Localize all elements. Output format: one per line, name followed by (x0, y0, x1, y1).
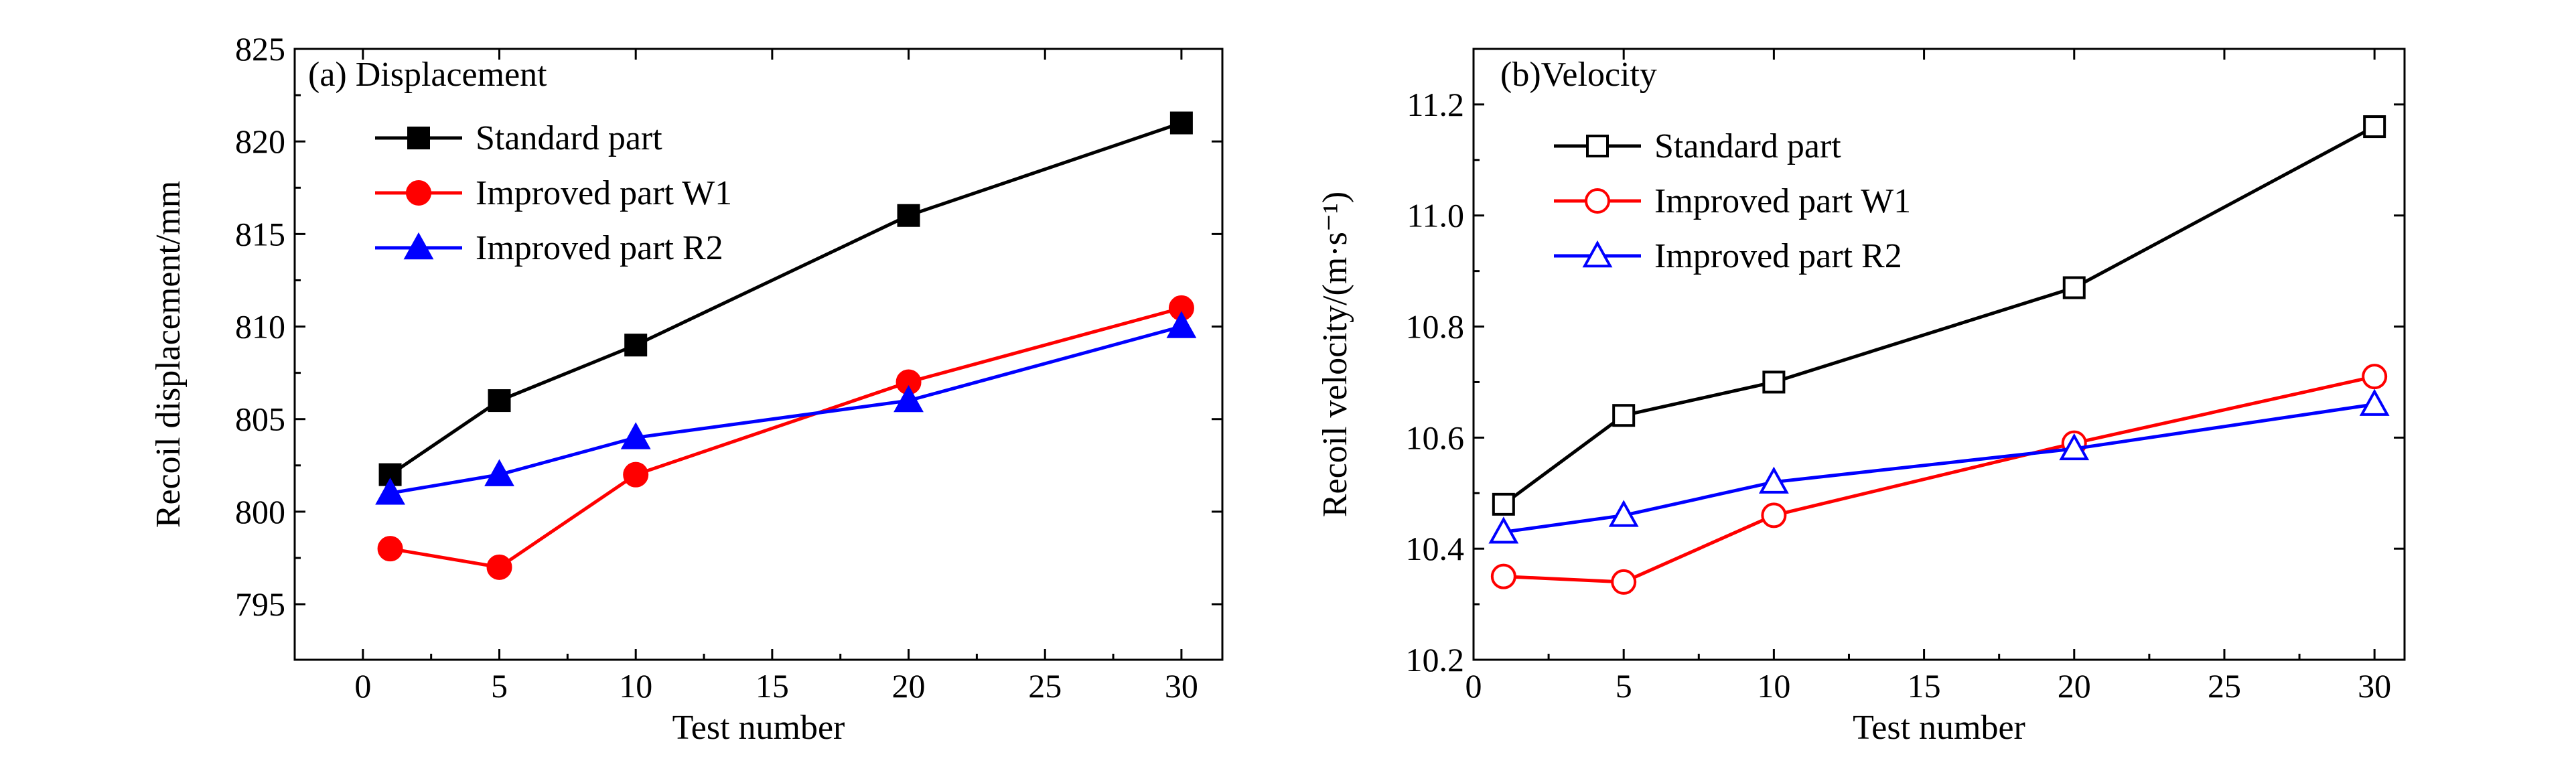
series-3 (1488, 388, 2390, 544)
legend-label: Improved part R2 (1654, 237, 1902, 275)
x-tick-label: 25 (1028, 667, 1062, 705)
legend-marker (1586, 135, 1609, 157)
x-tick-label: 0 (354, 667, 371, 705)
y-tick-label: 795 (235, 585, 285, 623)
legend-marker (406, 180, 431, 206)
y-tick-label: 11.2 (1407, 86, 1464, 123)
series-3 (375, 311, 1197, 505)
y-tick-label: 810 (235, 308, 285, 346)
data-point (488, 389, 511, 413)
data-point (377, 536, 403, 562)
x-tick-label: 15 (756, 667, 789, 705)
chart-panel-1: 0 5 10 15 20 25 30 795 800 805 810 815 820 825 Test nu… (149, 30, 1224, 747)
x-tick-label: 20 (2058, 667, 2091, 705)
y-tick-label: 11.0 (1407, 197, 1464, 234)
data-point (1612, 404, 1636, 427)
y-tick-label: 10.2 (1406, 641, 1465, 679)
legend: Standard part Improved part W1 Improved pa… (375, 119, 732, 267)
x-tick-label: 10 (619, 667, 652, 705)
data-point (486, 554, 512, 580)
y-tick-label: 820 (235, 123, 285, 160)
data-point (897, 204, 920, 227)
series-2 (1490, 364, 2388, 595)
y-tick-label: 800 (235, 493, 285, 530)
legend-label: Improved part W1 (1654, 182, 1911, 220)
y-tick-label: 10.8 (1406, 308, 1465, 346)
data-point (2062, 276, 2086, 299)
data-point (375, 478, 405, 505)
series-1 (1492, 115, 2386, 516)
x-tick-label: 25 (2208, 667, 2241, 705)
data-point (1611, 569, 1637, 595)
x-tick-label: 5 (491, 667, 508, 705)
data-point (1608, 500, 1639, 527)
legend-label: Standard part (476, 119, 662, 157)
legend-label: Improved part W1 (476, 174, 732, 212)
plot-frame (1472, 48, 2406, 661)
data-point (1492, 492, 1515, 516)
legend-label: Improved part R2 (476, 229, 723, 267)
x-tick-label: 30 (1165, 667, 1198, 705)
legend: Standard part Improved part W1 Improved pa… (1554, 127, 1911, 275)
legend-marker (1582, 240, 1613, 268)
x-tick-label: 15 (1908, 667, 1941, 705)
panel-label: (a) Displacement (308, 56, 547, 94)
data-point (2362, 364, 2388, 390)
data-point (624, 334, 648, 357)
legend-marker (1585, 188, 1610, 214)
data-point (2059, 433, 2090, 461)
y-tick-label: 815 (235, 215, 285, 253)
series-2 (377, 295, 1194, 580)
data-point (1166, 311, 1197, 338)
panel-label: (b)Velocity (1500, 56, 1657, 94)
data-point (1488, 516, 1519, 544)
data-point (1762, 370, 1786, 394)
x-axis-title: Test number (1853, 709, 2025, 747)
data-point (1761, 502, 1787, 528)
x-tick-label: 20 (892, 667, 926, 705)
data-point (620, 422, 651, 449)
series-1 (378, 111, 1193, 486)
series-line (1502, 125, 2376, 506)
legend-label: Standard part (1654, 127, 1841, 165)
data-point (1758, 466, 1789, 494)
y-tick-label: 10.6 (1406, 419, 1465, 456)
y-tick-label: 825 (235, 30, 285, 68)
chart-panel-2: 0 5 10 15 20 25 30 10.2 10.4 10.6 10.8 11.0 11.2 Test… (1316, 48, 2406, 747)
data-point (484, 459, 514, 486)
plot-frame (293, 48, 1224, 661)
data-point (1169, 111, 1193, 135)
series-line (390, 306, 1182, 569)
data-point (893, 384, 924, 413)
data-point (2363, 115, 2386, 139)
y-axis-title: Recoil velocity/(m·s⁻¹) (1316, 192, 1354, 517)
data-point (2359, 388, 2390, 416)
y-axis-title: Recoil displacement/mm (149, 181, 188, 528)
x-tick-label: 5 (1616, 667, 1632, 705)
x-axis-title: Test number (672, 709, 845, 747)
data-point (1490, 563, 1516, 589)
legend-marker (403, 232, 434, 260)
x-tick-label: 30 (2358, 667, 2391, 705)
x-tick-label: 0 (1465, 667, 1482, 705)
y-tick-label: 10.4 (1406, 530, 1465, 567)
y-tick-label: 805 (235, 401, 285, 438)
data-point (623, 461, 649, 488)
legend-marker (407, 127, 430, 149)
x-tick-label: 10 (1757, 667, 1790, 705)
